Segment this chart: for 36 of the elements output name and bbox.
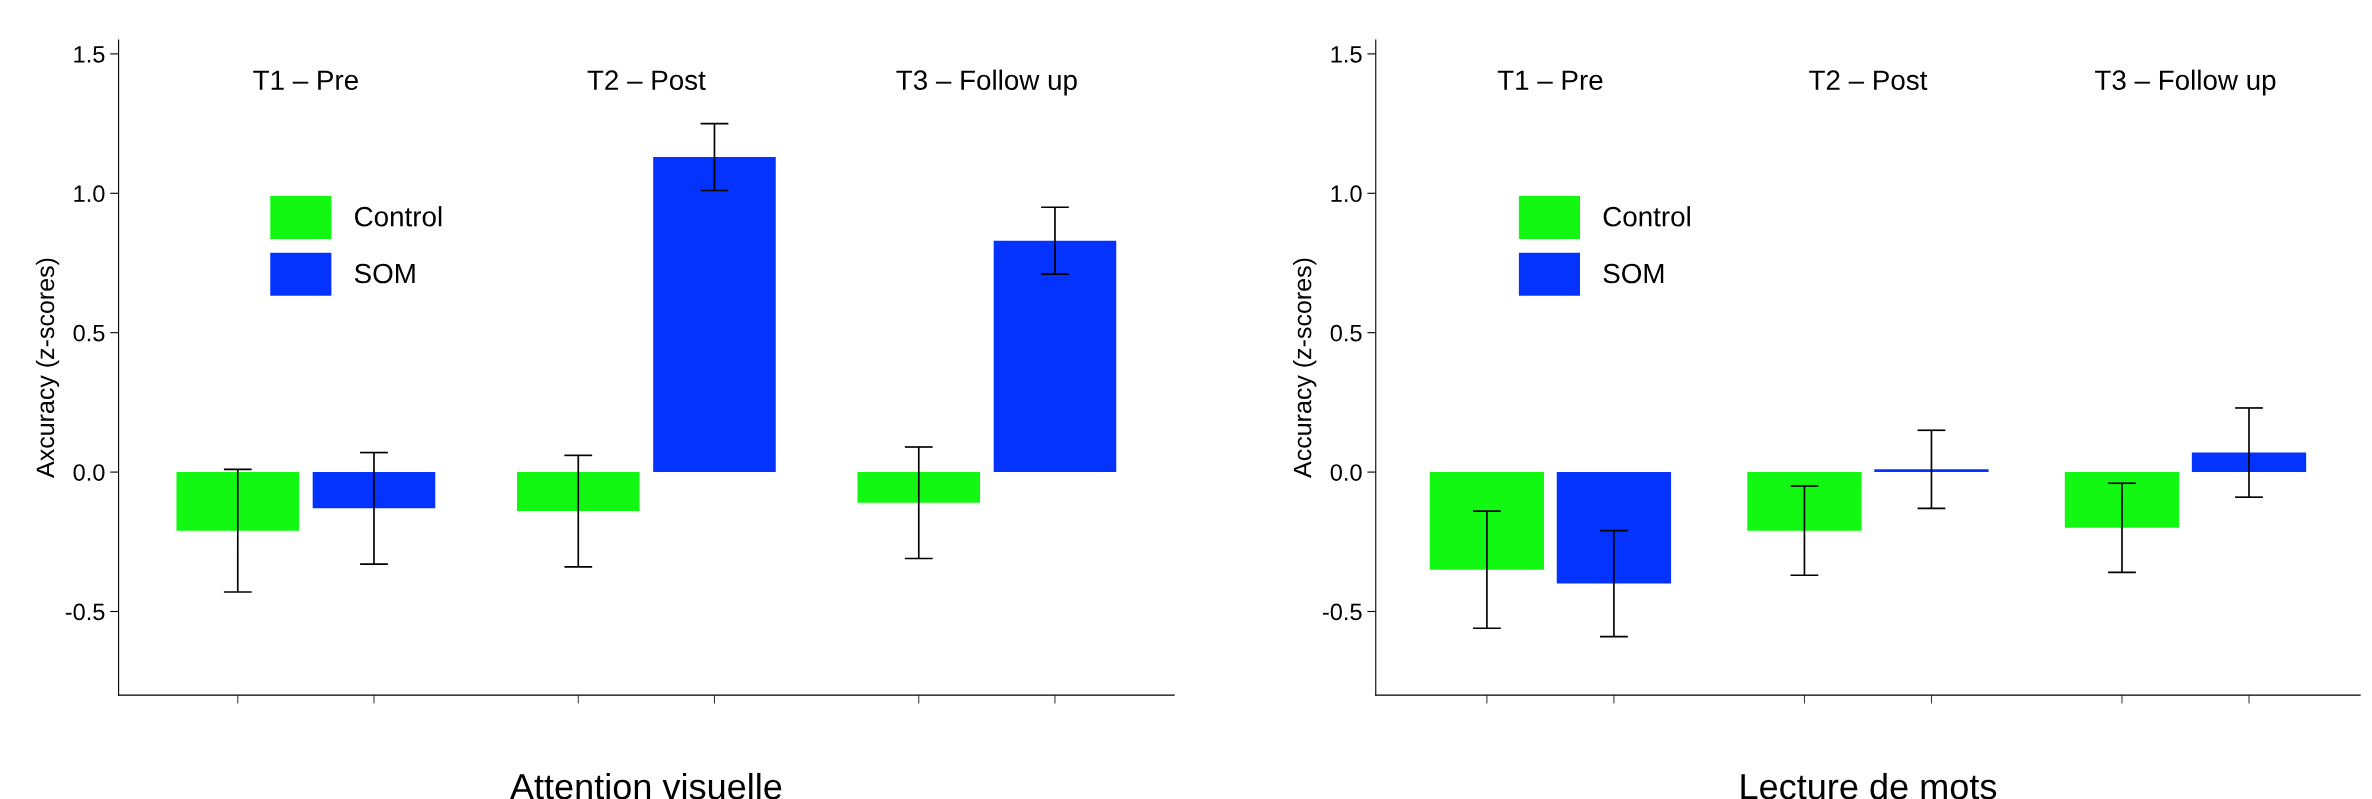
y-tick-label: 1.0 — [1331, 185, 1362, 203]
x-axis-title: Attention visuelle — [509, 772, 782, 799]
bar — [312, 472, 436, 509]
y-tick-label: 0.0 — [1330, 464, 1362, 481]
bar — [1747, 472, 1862, 531]
legend-label: SOM — [354, 263, 415, 284]
x-tick-label: T3 – Follow up — [2095, 69, 2276, 96]
y-tick-label: 1.0 — [74, 185, 105, 203]
y-axis-title: Axcuracy (z-scores) — [35, 258, 60, 478]
bar — [857, 472, 981, 503]
y-tick-label: 0.5 — [73, 324, 105, 342]
bar — [993, 240, 1117, 473]
legend-label: Control — [355, 206, 442, 227]
y-tick-label: 1.5 — [1331, 46, 1362, 63]
y-tick-label: -0.5 — [65, 603, 105, 621]
x-tick-label: T3 – Follow up — [896, 69, 1077, 96]
bar — [176, 472, 300, 531]
bar — [2191, 452, 2307, 473]
y-tick-label: 1.5 — [74, 46, 105, 63]
y-tick-label: 0.0 — [73, 464, 105, 481]
legend-label: Control — [1603, 206, 1690, 227]
x-tick-label: T2 – Post — [1809, 70, 1928, 91]
bar — [1874, 469, 1989, 473]
bar — [1429, 472, 1545, 570]
x-tick-label: T1 – Pre — [253, 70, 358, 91]
y-tick-label: 0.5 — [1330, 324, 1362, 342]
bar — [653, 157, 776, 473]
bar — [2064, 472, 2180, 528]
bar — [516, 472, 640, 512]
x-tick-label: T2 – Post — [587, 70, 706, 91]
y-tick-label: -0.5 — [1322, 603, 1362, 621]
legend-label: SOM — [1603, 263, 1664, 284]
x-tick-label: T1 – Pre — [1497, 70, 1603, 91]
bar — [1556, 472, 1672, 584]
x-axis-title: Lecture de mots — [1741, 772, 1997, 799]
y-axis-title: Accuracy (z-scores) — [1293, 258, 1317, 478]
